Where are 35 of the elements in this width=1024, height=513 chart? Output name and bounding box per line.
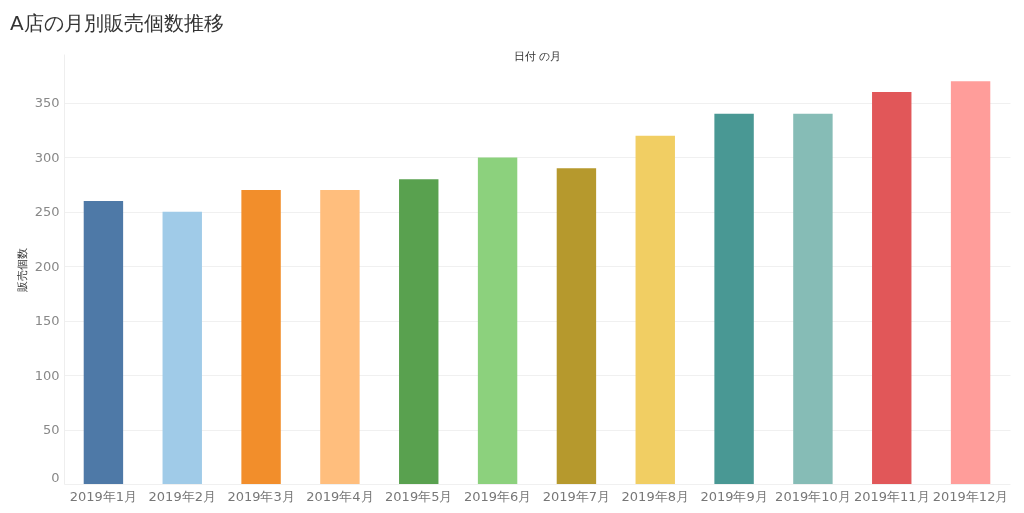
bar (793, 113, 833, 484)
x-tick-label: 2019年5月 (385, 488, 453, 504)
x-axis-title: 日付 の月 (513, 49, 562, 63)
x-tick-label: 2019年8月 (621, 488, 689, 504)
x-tick-label: 2019年10月 (775, 488, 851, 504)
y-axis-title: 販売個数 (15, 247, 29, 292)
x-tick-label: 2019年1月 (69, 488, 138, 504)
bar (399, 179, 439, 484)
bar (477, 157, 518, 484)
x-tick-label: 2019年9月 (700, 488, 768, 504)
x-tick-label: 2019年2月 (148, 488, 216, 504)
bar (162, 211, 202, 484)
x-tick-label: 2019年11月 (853, 488, 930, 504)
x-tick-label: 2019年3月 (227, 488, 295, 504)
x-tick-label: 2019年12月 (932, 488, 1009, 504)
bar (83, 200, 124, 484)
y-tick-label: 50 (42, 422, 60, 438)
x-tick-label: 2019年4月 (306, 488, 374, 504)
y-tick-label: 250 (34, 204, 60, 220)
x-tick-label: 2019年6月 (463, 488, 532, 504)
y-tick-label: 0 (51, 469, 60, 485)
chart-title: A店の月別販売個数推移 (10, 11, 224, 35)
x-tick-label: 2019年7月 (542, 488, 611, 504)
y-tick-label: 300 (34, 149, 60, 165)
bar (635, 135, 675, 484)
bar (320, 190, 360, 484)
bar (556, 168, 597, 484)
bar (950, 81, 991, 484)
y-tick-label: 100 (34, 367, 60, 383)
y-tick-label: 150 (34, 313, 60, 329)
bar (872, 92, 912, 484)
bar (714, 113, 754, 484)
y-tick-label: 350 (34, 95, 60, 111)
y-tick-label: 200 (34, 258, 60, 274)
bar (241, 190, 281, 484)
